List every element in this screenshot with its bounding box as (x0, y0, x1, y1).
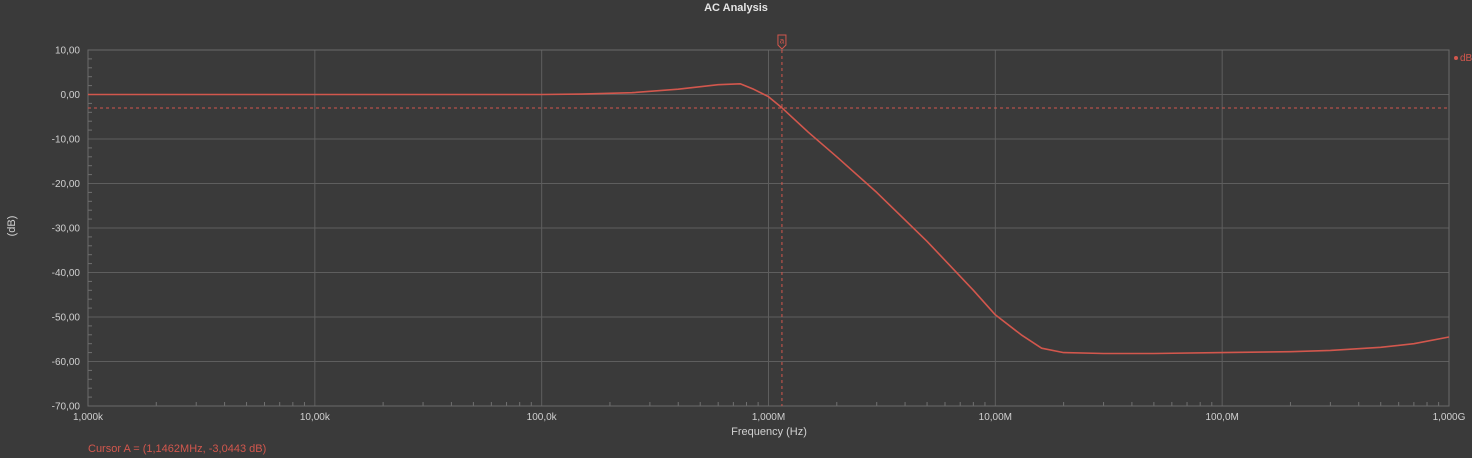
cursor-readout: Cursor A = (1,1462MHz, -3,0443 dB) (88, 443, 267, 455)
x-axis-label: Frequency (Hz) (731, 426, 807, 438)
x-tick-label: 100,0M (1205, 412, 1238, 423)
legend-marker-icon (1454, 56, 1458, 61)
y-tick-label: 0,00 (61, 90, 81, 101)
legend-label: dB (1460, 53, 1472, 64)
y-tick-label: -10,00 (52, 135, 81, 146)
y-tick-label: -70,00 (52, 402, 81, 413)
legend-entry[interactable]: dB (1454, 53, 1472, 64)
x-tick-label: 10,00M (979, 412, 1012, 423)
y-tick-label: 10,00 (55, 46, 80, 57)
plot-frame (87, 49, 1450, 407)
y-tick-label: -20,00 (52, 179, 81, 190)
x-tick-label: 1,000M (752, 412, 785, 423)
cursor-flag[interactable] (777, 34, 787, 50)
x-tick-label: 10,00k (300, 412, 331, 423)
chart-title: AC Analysis (704, 2, 768, 14)
y-tick-label: -30,00 (52, 224, 81, 235)
y-tick-label: -50,00 (52, 313, 81, 324)
y-tick-label: -60,00 (52, 357, 81, 368)
cursor-flag-label: a (780, 37, 785, 46)
x-tick-label: 100,0k (527, 412, 558, 423)
x-tick-label: 1,000k (73, 412, 104, 423)
x-tick-label: 1,000G (1433, 412, 1466, 423)
y-tick-label: -40,00 (52, 268, 81, 279)
y-axis-label: (dB) (6, 215, 18, 237)
series-line-dB[interactable] (88, 83, 1450, 355)
